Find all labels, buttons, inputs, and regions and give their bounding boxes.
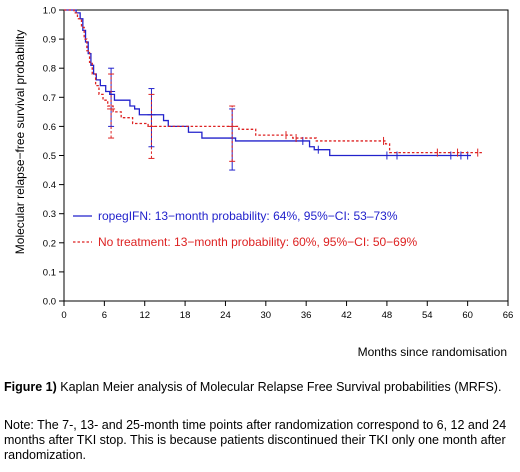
error-bar xyxy=(147,93,156,159)
x-tick-label: 36 xyxy=(301,310,312,321)
caption-text: Kaplan Meier analysis of Molecular Relap… xyxy=(56,380,502,394)
x-tick-label: 48 xyxy=(382,310,393,321)
figure-note: Note: The 7-, 13- and 25-month time poin… xyxy=(4,418,507,462)
series-line xyxy=(64,9,471,157)
x-tick-label: 30 xyxy=(261,310,272,321)
y-axis: 0.0 0.1 0.2 0.3 0.4 0.5 0.6 0.7 0.8 0.9 1.0 xyxy=(43,6,64,308)
x-tick-label: 18 xyxy=(180,310,191,321)
x-tick-label: 42 xyxy=(341,310,352,321)
x-tick-label: 54 xyxy=(422,310,433,321)
y-tick-label: 0.9 xyxy=(43,35,56,46)
x-axis-label: Months since randomisation xyxy=(358,345,507,359)
y-tick-label: 1.0 xyxy=(43,6,56,17)
x-axis: 0 6 12 18 24 30 36 42 48 54 60 66 xyxy=(61,301,513,321)
y-tick-label: 0.4 xyxy=(43,180,56,191)
x-tick-label: 0 xyxy=(61,310,66,321)
error-bar xyxy=(107,73,116,139)
x-tick-label: 24 xyxy=(220,310,231,321)
legend-label: No treatment: 13−month probability: 60%,… xyxy=(98,235,418,249)
figure-caption: Figure 1) Kaplan Meier analysis of Molec… xyxy=(4,380,516,395)
y-tick-label: 0.3 xyxy=(43,209,56,220)
survival-curves xyxy=(64,9,484,171)
x-tick-label: 66 xyxy=(503,310,514,321)
y-tick-label: 0.7 xyxy=(43,93,56,104)
y-tick-label: 0.0 xyxy=(43,297,56,308)
series-no-treatment xyxy=(64,9,484,162)
x-tick-label: 60 xyxy=(462,310,473,321)
series-line xyxy=(64,9,484,154)
error-bar xyxy=(228,105,237,162)
y-tick-label: 0.6 xyxy=(43,122,56,133)
y-tick-label: 0.8 xyxy=(43,64,56,75)
y-tick-label: 0.1 xyxy=(43,267,56,278)
kaplan-meier-chart: 0.0 0.1 0.2 0.3 0.4 0.5 0.6 0.7 0.8 0.9 1.0 0 6 12 18… xyxy=(13,6,513,360)
y-tick-label: 0.2 xyxy=(43,238,56,249)
x-tick-label: 12 xyxy=(139,310,150,321)
legend-label: ropegIFN: 13−month probability: 64%, 95%… xyxy=(98,209,398,223)
series-ropeginterferon xyxy=(64,9,471,171)
y-axis-label: Molecular relapse−free survival probabil… xyxy=(13,30,27,254)
legend: ropegIFN: 13−month probability: 64%, 95%… xyxy=(73,209,418,249)
caption-label: Figure 1) xyxy=(4,380,57,394)
x-tick-label: 6 xyxy=(102,310,107,321)
y-tick-label: 0.5 xyxy=(43,151,56,162)
